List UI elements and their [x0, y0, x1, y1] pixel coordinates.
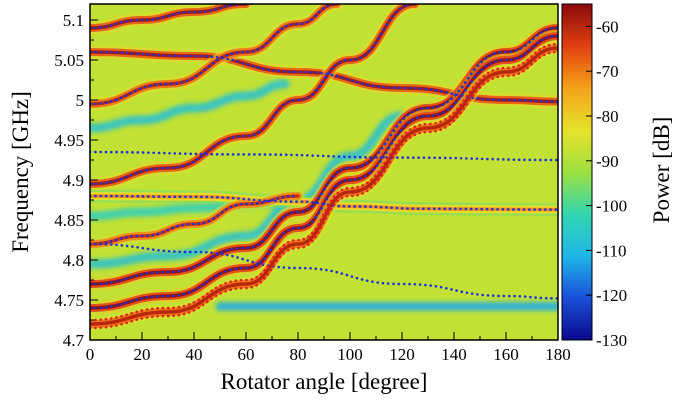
- y-tick-label: 4.9: [63, 171, 84, 190]
- y-axis-title: Frequency [GHz]: [8, 91, 33, 253]
- y-tick-label: 4.95: [54, 131, 84, 150]
- fit-curve: [90, 194, 558, 211]
- trough-band: [90, 79, 290, 133]
- colorbar-gradient: [561, 3, 593, 341]
- x-tick-label: 120: [389, 345, 415, 364]
- fit-curve: [90, 194, 300, 246]
- fit-curve: [90, 26, 558, 286]
- x-tick-label: 160: [493, 345, 519, 364]
- fit-curve: [90, 34, 558, 310]
- fit-curve: [90, 4, 262, 30]
- x-tick-label: 0: [86, 345, 95, 364]
- trough-band: [90, 111, 407, 269]
- x-tick-label: 40: [186, 345, 203, 364]
- colorbar-tick-label: -130: [596, 331, 627, 350]
- trough-layer: [90, 79, 558, 311]
- fit-curve: [90, 50, 558, 330]
- x-axis-ticks: 0 20 40 60 80 100 120 140 160 180: [86, 332, 571, 364]
- colorbar-tick-label: -100: [596, 197, 627, 216]
- x-axis-title: Rotator angle [degree]: [221, 369, 428, 394]
- y-tick-label: 4.75: [54, 291, 84, 310]
- x-tick-label: 20: [134, 345, 151, 364]
- plot-area: [89, 3, 559, 341]
- x-tick-label: 60: [238, 345, 255, 364]
- fit-curve: [90, 42, 558, 322]
- fit-curve: [90, 242, 558, 300]
- x-tick-label: 100: [337, 345, 363, 364]
- colorbar-tick-label: -70: [596, 62, 619, 81]
- fit-curve: [90, 4, 417, 186]
- colorbar-tick-label: -110: [596, 241, 627, 260]
- y-tick-label: 4.8: [63, 251, 84, 270]
- colorbar-ticks: -60 -70 -80 -90 -100 -110 -120 -130: [586, 17, 627, 350]
- fit-curve-layer: [90, 4, 558, 330]
- fit-curve: [90, 4, 339, 106]
- colorbar: -60 -70 -80 -90 -100 -110 -120 -130 Power [dB]: [561, 3, 674, 350]
- y-axis-ticks: 4.7 4.75 4.8 4.85 4.9 4.95 5 5.05 5.1: [54, 11, 98, 350]
- fit-curve: [90, 150, 558, 162]
- fit-curve: [90, 50, 558, 103]
- y-tick-label: 4.85: [54, 211, 84, 230]
- colorbar-tick-label: -80: [596, 107, 619, 126]
- y-tick-label: 5.1: [63, 11, 84, 30]
- ridge-core: [90, 46, 558, 326]
- x-tick-label: 80: [290, 345, 307, 364]
- colorbar-tick-label: -60: [596, 17, 619, 36]
- y-tick-label: 4.7: [63, 331, 85, 350]
- colorbar-title: Power [dB]: [649, 117, 674, 224]
- y-tick-label: 5.05: [54, 51, 84, 70]
- x-tick-label: 180: [545, 345, 571, 364]
- y-tick-label: 5: [76, 91, 85, 110]
- colorbar-tick-label: -90: [596, 152, 619, 171]
- colorbar-tick-label: -120: [596, 286, 627, 305]
- x-tick-label: 140: [441, 345, 467, 364]
